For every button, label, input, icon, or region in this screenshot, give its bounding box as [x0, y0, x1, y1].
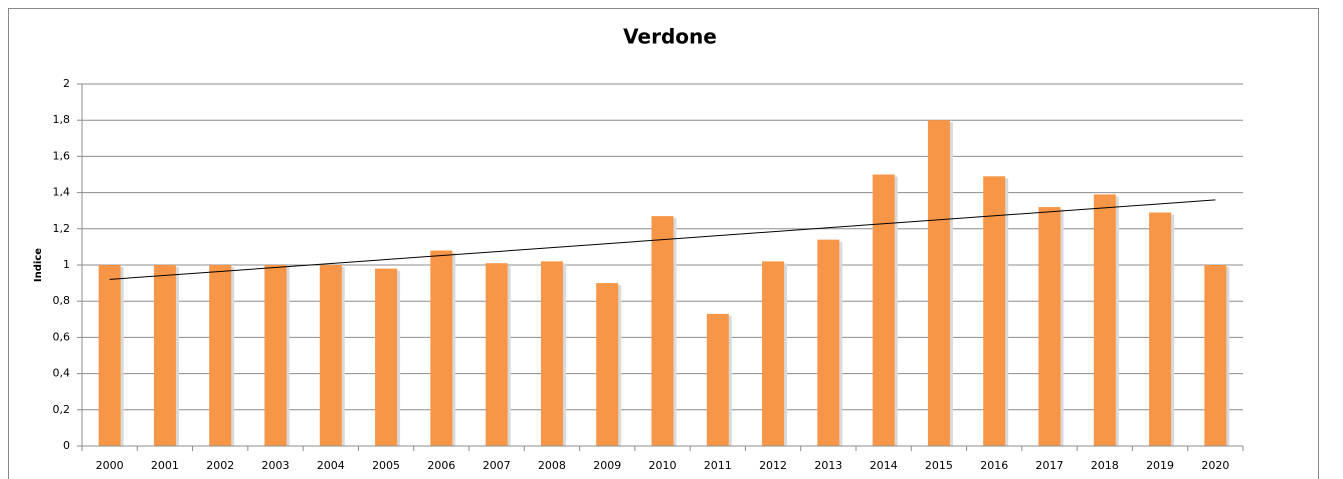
x-tick-label: 2018 — [1091, 459, 1119, 472]
bar — [98, 265, 121, 446]
chart-title: Verdone — [623, 25, 717, 49]
bar — [1093, 194, 1116, 446]
bar — [927, 120, 950, 446]
x-tick-label: 2016 — [980, 459, 1008, 472]
bar — [872, 174, 895, 446]
x-tick-label: 2012 — [759, 459, 787, 472]
x-tick-label: 2009 — [593, 459, 621, 472]
x-tick-label: 2019 — [1146, 459, 1174, 472]
x-tick-label: 2007 — [483, 459, 511, 472]
bar — [651, 216, 674, 446]
x-tick-label: 2015 — [925, 459, 953, 472]
y-tick-label: 1,6 — [53, 149, 71, 162]
bar — [209, 265, 232, 446]
bar — [706, 313, 729, 446]
x-tick-label: 2017 — [1036, 459, 1064, 472]
y-tick-label: 0 — [63, 439, 70, 452]
bar — [1149, 212, 1172, 446]
x-tick-label: 2020 — [1201, 459, 1229, 472]
bar — [596, 283, 619, 446]
y-tick-label: 1,8 — [53, 113, 71, 126]
x-tick-label: 2005 — [372, 459, 400, 472]
x-tick-label: 2001 — [151, 459, 179, 472]
y-tick-label: 0,2 — [53, 403, 71, 416]
bar — [1204, 265, 1227, 446]
x-tick-label: 2006 — [427, 459, 455, 472]
x-tick-label: 2002 — [206, 459, 234, 472]
x-tick-label: 2008 — [538, 459, 566, 472]
bar — [264, 265, 287, 446]
bar — [762, 261, 785, 446]
x-tick-label: 2014 — [870, 459, 898, 472]
bar — [1038, 207, 1061, 446]
x-tick-label: 2003 — [262, 459, 290, 472]
y-tick-label: 1,2 — [53, 222, 71, 235]
bar — [983, 176, 1006, 446]
x-tick-label: 2000 — [96, 459, 124, 472]
bar — [375, 268, 398, 446]
bar — [319, 265, 342, 446]
x-tick-label: 2004 — [317, 459, 345, 472]
y-tick-label: 0,4 — [53, 367, 71, 380]
x-tick-label: 2011 — [704, 459, 732, 472]
x-tick-label: 2010 — [649, 459, 677, 472]
bar — [540, 261, 563, 446]
y-tick-label: 2 — [63, 77, 70, 90]
x-tick-label: 2013 — [814, 459, 842, 472]
bar — [817, 239, 840, 446]
bar — [153, 265, 176, 446]
y-axis-label: Indice — [33, 248, 44, 282]
bar — [485, 263, 508, 446]
y-tick-label: 1 — [63, 258, 70, 271]
y-tick-label: 0,8 — [53, 294, 71, 307]
bar — [430, 250, 453, 446]
y-tick-label: 1,4 — [53, 186, 71, 199]
trendline — [109, 199, 1216, 280]
y-tick-label: 0,6 — [53, 330, 71, 343]
